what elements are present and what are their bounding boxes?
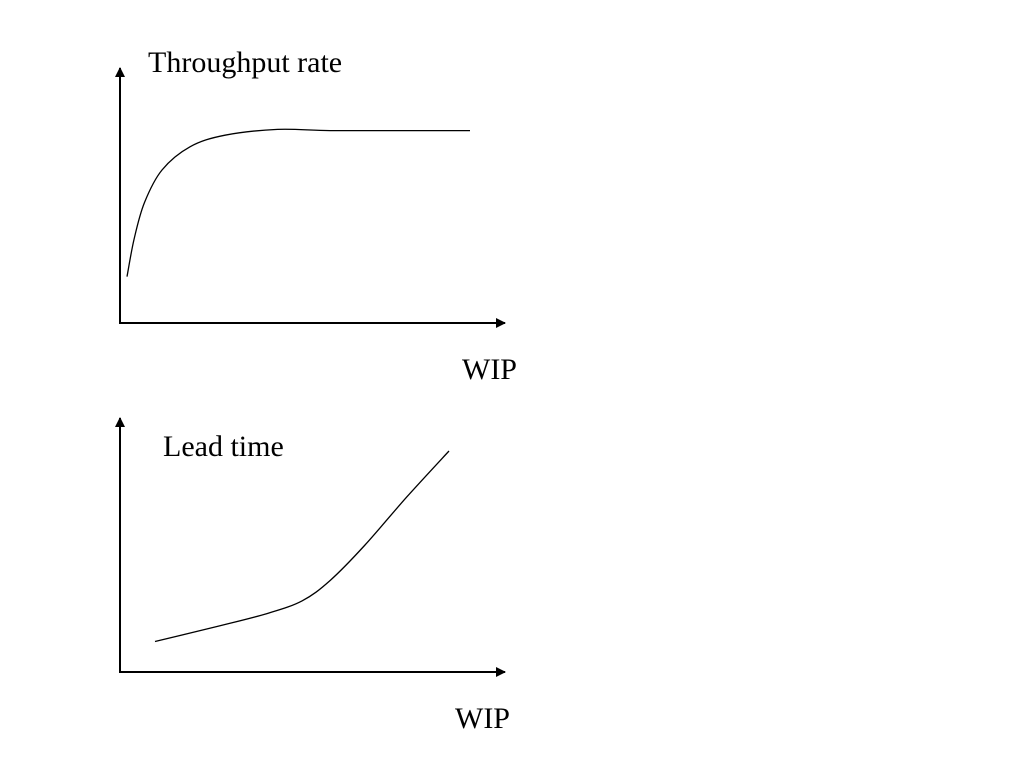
lead-time-curve xyxy=(154,450,450,643)
lead-time-y-axis-label: Lead time xyxy=(163,430,284,463)
throughput-curve xyxy=(126,128,470,277)
lead-time-x-axis-label: WIP xyxy=(455,702,510,735)
throughput-x-axis-label: WIP xyxy=(462,353,517,386)
lead-time-chart: Lead time WIP xyxy=(115,417,510,735)
throughput-chart: Throughput rate WIP xyxy=(115,46,517,386)
throughput-y-axis-label: Throughput rate xyxy=(148,46,342,79)
